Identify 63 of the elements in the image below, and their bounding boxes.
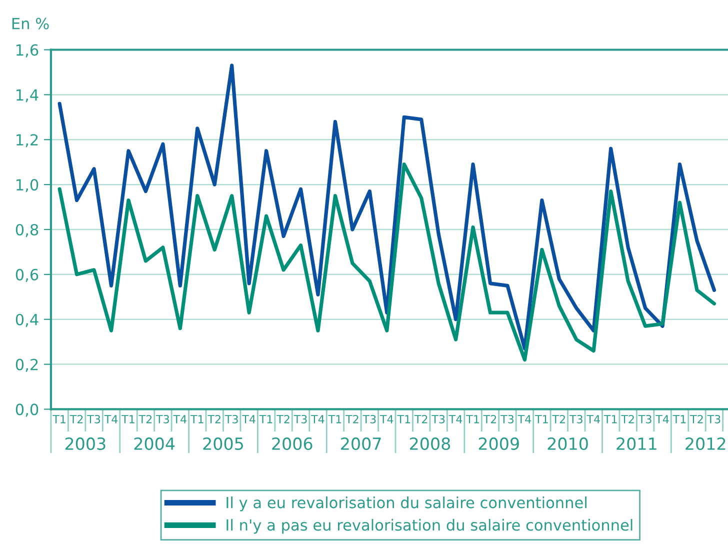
x-tick-label: T4 — [586, 415, 600, 424]
x-tick-label: T4 — [173, 415, 186, 424]
x-tick-label: T4 — [380, 415, 394, 424]
text: 2010 — [548, 437, 588, 450]
x-tick-label: T3 — [638, 414, 652, 424]
x-tick-label: T2 — [621, 414, 634, 424]
x-tick-label: T4 — [104, 415, 118, 424]
x-tick-label: T3 — [87, 414, 100, 424]
x-tick-label: T2 — [483, 414, 496, 424]
y-tick-label: 0,8 — [16, 224, 38, 238]
text: 2011 — [616, 437, 656, 450]
y-tick-label: 0,2 — [16, 358, 38, 372]
y-axis-title: En % — [12, 18, 49, 30]
x-tick-label: T1 — [122, 415, 134, 424]
text: 2008 — [410, 437, 450, 450]
y-tick-label: 1,0 — [16, 179, 38, 192]
x-tick-label: T3 — [294, 414, 307, 424]
x-tick-label: T2 — [345, 414, 358, 424]
x-tick-label: T1 — [328, 415, 342, 424]
x-tick-label: T1 — [672, 415, 686, 424]
y-tick-label: 1,2 — [16, 134, 38, 148]
x-tick-label: T3 — [224, 414, 238, 424]
x-tick-label: T3 — [569, 414, 582, 424]
line-series — [58, 162, 716, 362]
x-tick-label: T3 — [156, 414, 169, 424]
text: 2009 — [478, 437, 519, 450]
x-tick-label: T1 — [397, 415, 410, 424]
x-tick-label: T3 — [362, 414, 376, 424]
y-tick-label: 0,4 — [16, 314, 38, 327]
x-tick-label: T3 — [707, 414, 720, 424]
x-tick-label: T4 — [518, 415, 532, 424]
x-tick-label: T1 — [604, 415, 617, 424]
x-tick-label: T2 — [690, 414, 703, 424]
x-tick-label: T3 — [432, 414, 445, 424]
x-tick-label: T1 — [52, 415, 66, 424]
text: 2007 — [341, 437, 381, 450]
x-tick-label: T1 — [259, 415, 272, 424]
x-tick-label: T2 — [138, 414, 152, 424]
text: 2004 — [134, 437, 175, 450]
legend-label: Il n'y a pas eu revalorisation du salaire conventionnel — [226, 518, 632, 534]
legend-label: Il y a eu revalorisation du salaire conventionnel — [226, 496, 586, 512]
y-tick-label: 1,6 — [16, 44, 38, 58]
text: 2012 — [686, 437, 726, 450]
y-tick-label: 1,4 — [16, 89, 38, 102]
x-tick-label: T2 — [70, 414, 83, 424]
line-series — [58, 64, 716, 350]
x-tick-label: T1 — [534, 415, 548, 424]
x-tick-label: T1 — [190, 415, 204, 424]
x-tick-label: T2 — [552, 414, 565, 424]
x-tick-label: T1 — [466, 415, 479, 424]
text: 2006 — [272, 437, 312, 450]
text: 2003 — [65, 437, 106, 450]
text: 2005 — [203, 437, 243, 450]
x-tick-label: T2 — [276, 414, 290, 424]
x-tick-label: T4 — [448, 415, 462, 424]
y-tick-label: 0,0 — [16, 404, 38, 417]
x-tick-label: T4 — [311, 415, 324, 424]
x-tick-label: T4 — [656, 415, 669, 424]
x-tick-label: T2 — [208, 414, 220, 424]
x-tick-label: T3 — [500, 414, 514, 424]
x-tick-label: T4 — [242, 415, 256, 424]
x-tick-label: T2 — [414, 414, 428, 424]
y-tick-label: 0,6 — [16, 268, 38, 282]
